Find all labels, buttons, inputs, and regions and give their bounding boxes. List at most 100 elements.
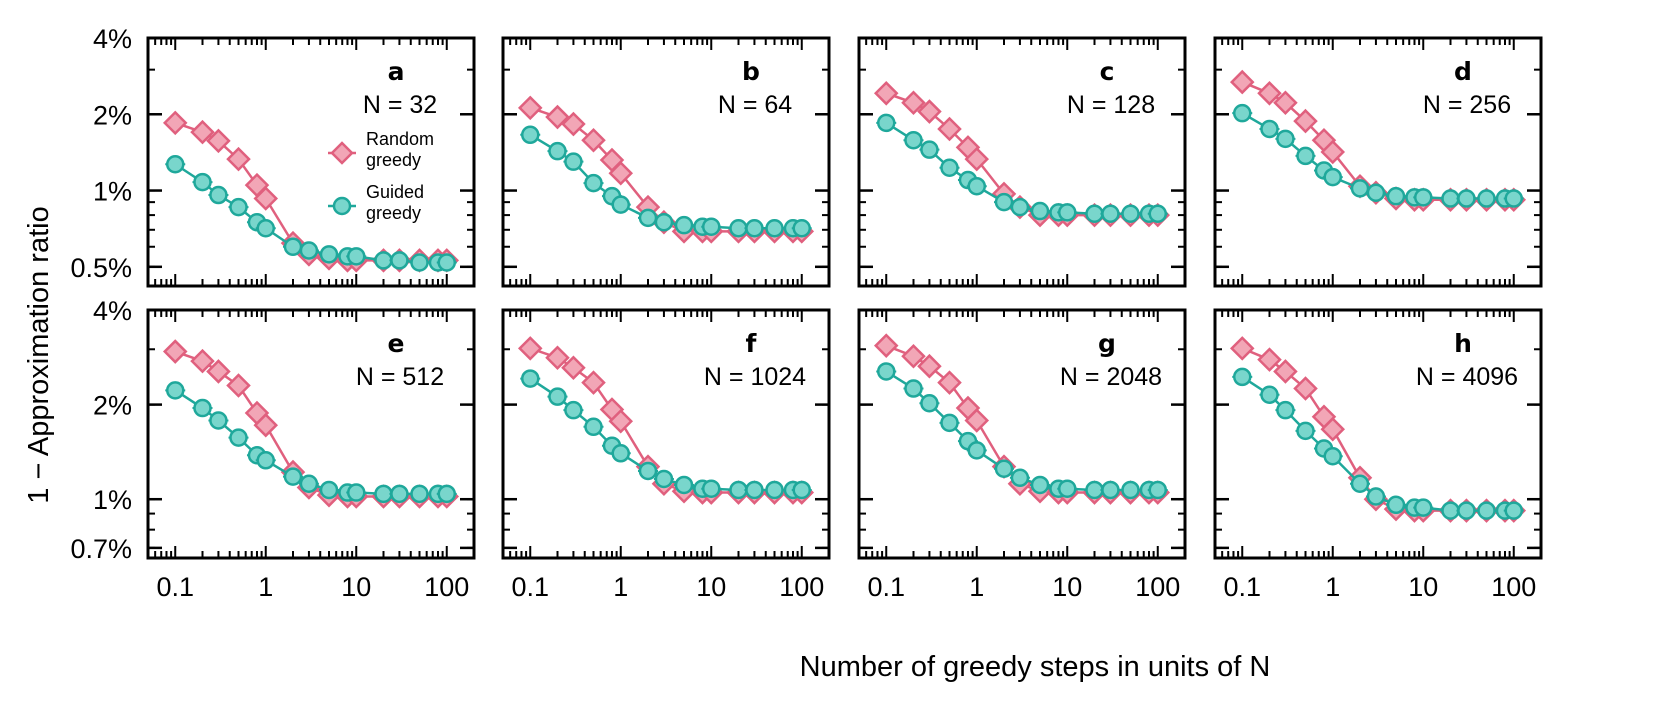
guided-greedy-point: [209, 411, 228, 430]
n-annotation: N = 128: [1067, 91, 1155, 119]
guided-greedy-point: [165, 381, 185, 400]
guided-greedy-point: [1296, 146, 1315, 166]
guided-greedy-point: [1441, 189, 1460, 208]
x-tick-label: 10: [1408, 572, 1438, 602]
guided-greedy-point: [283, 237, 303, 257]
guided-greedy-point: [548, 387, 567, 406]
n-annotation: N = 512: [356, 363, 444, 391]
panel-g: 0.1 1 10 100 g N = 2048: [857, 308, 1187, 602]
x-tick-label: 0.1: [1223, 572, 1261, 602]
guided-greedy-point: [283, 467, 303, 486]
guided-greedy-point: [1010, 468, 1030, 488]
guided-greedy-point: [1232, 103, 1252, 123]
random-greedy-point: [1293, 108, 1318, 134]
guided-greedy-point: [1386, 495, 1406, 515]
panel-frame: [501, 308, 831, 560]
guided-greedy-line: [1241, 375, 1514, 512]
y-tick-label: 4%: [93, 24, 132, 54]
random-greedy-point: [561, 111, 586, 137]
x-tick-label: 100: [1491, 572, 1536, 602]
random-greedy-point: [873, 81, 899, 106]
random-greedy-point: [545, 104, 570, 130]
random-greedy-point: [190, 119, 215, 145]
guided-greedy-line: [1241, 112, 1514, 200]
guided-greedy-line: [174, 389, 447, 496]
guided-greedy-point: [1260, 385, 1279, 404]
guided-greedy-point: [520, 369, 540, 388]
panel-frame: [857, 308, 1187, 560]
n-annotation: N = 32: [363, 91, 437, 119]
panel-frame: [1213, 308, 1543, 560]
guided-greedy-point: [1010, 197, 1030, 217]
guided-greedy-point: [1504, 189, 1524, 208]
panel-letter: h: [1454, 329, 1472, 358]
random-greedy-point: [964, 146, 990, 172]
guided-greedy-point: [876, 113, 896, 133]
guided-greedy-point: [1457, 501, 1476, 520]
random-greedy-point: [253, 412, 279, 438]
random-greedy-point: [1229, 336, 1255, 361]
panel-h: 0.1 1 10 100 h N = 4096: [1213, 308, 1543, 602]
guided-greedy-point: [904, 130, 923, 150]
guided-greedy-point: [256, 451, 275, 470]
guided-greedy-point: [1101, 480, 1120, 500]
guided-greedy-point: [1121, 204, 1140, 223]
guided-greedy-point: [209, 185, 228, 205]
guided-greedy-point: [967, 441, 986, 460]
panel-a: 4% 2% 1% 0.5% a N = 32 Random greedy Guided greed…: [70, 24, 476, 288]
panel-letter: f: [746, 329, 758, 358]
guided-greedy-point: [920, 393, 939, 413]
guided-greedy-point: [564, 400, 583, 420]
guided-greedy-point: [1058, 479, 1077, 498]
guided-greedy-point: [1148, 204, 1168, 223]
guided-greedy-point: [1085, 204, 1104, 223]
guided-greedy-point: [1323, 167, 1342, 187]
y-tick-label: 4%: [93, 296, 132, 326]
y-tick-label: 1%: [93, 485, 132, 515]
guided-greedy-point: [1085, 480, 1104, 500]
guided-greedy-point: [1350, 179, 1370, 198]
guided-greedy-point: [994, 192, 1014, 212]
panel-letter: e: [388, 329, 405, 358]
x-tick-label: 100: [779, 572, 824, 602]
guided-greedy-point: [765, 218, 784, 238]
panel-letter: c: [1100, 57, 1115, 86]
legend-random-marker: [330, 141, 354, 165]
random-greedy-point: [545, 345, 570, 370]
guided-greedy-point: [165, 154, 185, 174]
guided-greedy-point: [967, 176, 986, 196]
guided-greedy-point: [319, 480, 339, 500]
panel-letter: g: [1098, 329, 1116, 358]
guided-greedy-point: [193, 172, 212, 192]
panel-letter: b: [742, 57, 760, 86]
guided-greedy-point: [1232, 367, 1252, 387]
guided-greedy-point: [437, 253, 457, 272]
x-tick-label: 1: [613, 572, 628, 602]
guided-greedy-point: [940, 413, 959, 433]
guided-greedy-point: [520, 125, 540, 145]
y-tick-label: 0.7%: [70, 534, 132, 564]
random-greedy-point: [190, 348, 215, 374]
guided-greedy-point: [729, 480, 748, 500]
random-greedy-point: [917, 353, 942, 379]
guided-greedy-point: [1366, 487, 1386, 506]
panel-frame: [501, 36, 831, 288]
y-tick-label: 0.5%: [70, 253, 132, 283]
panel-c: c N = 128: [857, 36, 1187, 288]
guided-greedy-point: [374, 484, 393, 504]
guided-greedy-point: [1323, 446, 1342, 466]
x-axis-label: Number of greedy steps in units of N: [800, 651, 1271, 683]
panel-frame: [1213, 36, 1543, 288]
guided-greedy-point: [1504, 501, 1524, 520]
guided-greedy-point: [1276, 400, 1295, 420]
random-greedy-point: [1320, 416, 1346, 442]
random-greedy-point: [581, 127, 606, 153]
y-tick-label: 2%: [93, 100, 132, 130]
x-tick-label: 1: [969, 572, 984, 602]
guided-greedy-point: [745, 480, 764, 500]
guided-greedy-point: [920, 140, 939, 159]
random-greedy-point: [1257, 347, 1282, 372]
guided-greedy-point: [299, 241, 319, 260]
guided-greedy-point: [654, 212, 674, 232]
guided-greedy-point: [674, 215, 694, 235]
